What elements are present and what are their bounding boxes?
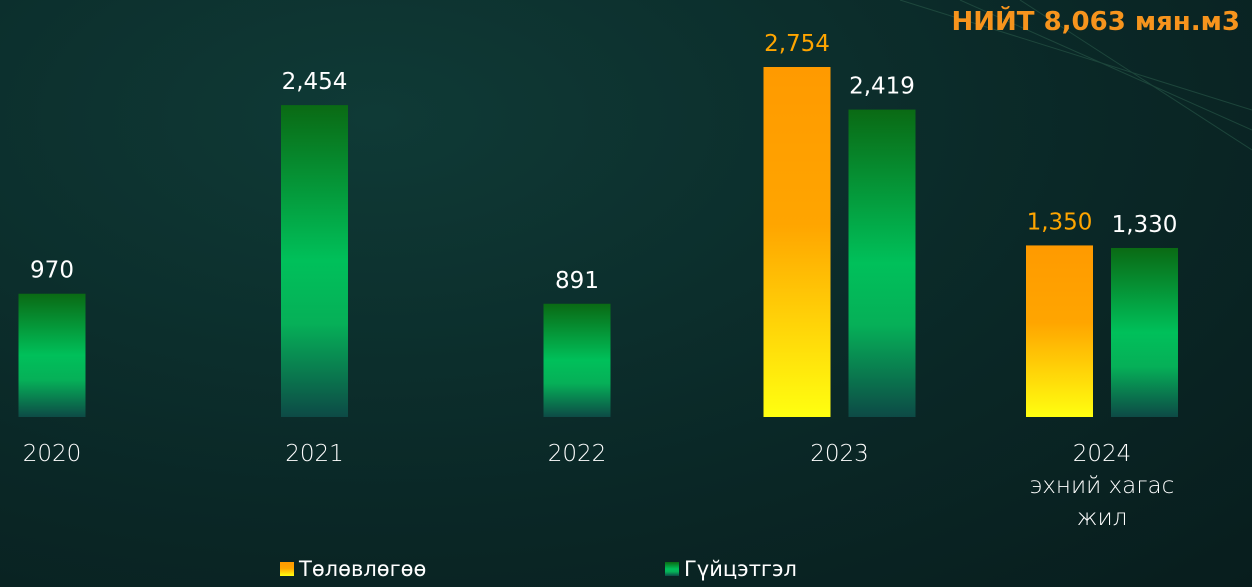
legend-label: Төлөвлөгөө (298, 557, 426, 581)
bar (1111, 247, 1178, 417)
bar (281, 105, 348, 418)
data-label: 891 (555, 268, 599, 294)
bar (763, 67, 831, 417)
data-label: 1,350 (1027, 209, 1093, 235)
bar (543, 303, 611, 417)
x-tick-label: 2023 (810, 441, 869, 467)
x-tick-label: 2024 эхний хагас жил (1029, 441, 1175, 531)
decor-lines (899, 0, 1252, 151)
x-tick-label: 2022 (547, 441, 607, 467)
x-tick-label: 2021 (285, 441, 344, 467)
bar (1026, 245, 1093, 417)
data-label: 2,454 (282, 69, 348, 95)
legend-label: Гүйцэтгэл (684, 557, 797, 581)
data-label: 1,330 (1112, 212, 1178, 238)
legend-swatch (665, 562, 679, 576)
bar (18, 293, 86, 417)
x-tick-label: 2020 (22, 441, 82, 467)
bar (848, 109, 916, 418)
data-label: 2,419 (849, 74, 915, 100)
data-label: 2,754 (764, 31, 830, 57)
chart-title: НИЙТ 8,063 мян.м3 (952, 5, 1241, 37)
data-label: 970 (30, 258, 74, 284)
legend-swatch (280, 562, 294, 576)
